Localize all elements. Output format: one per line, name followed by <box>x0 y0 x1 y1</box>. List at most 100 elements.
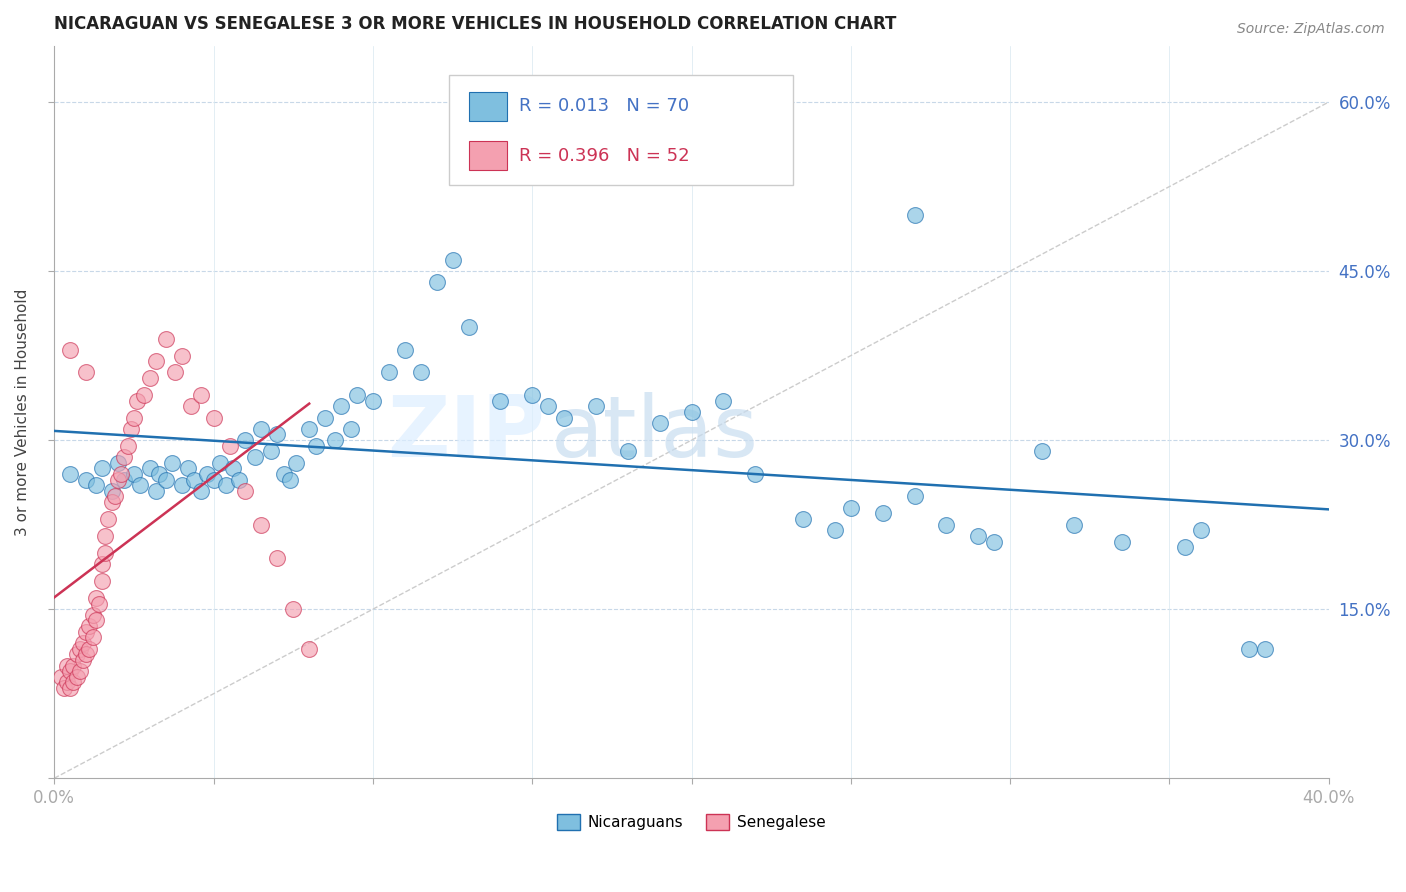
Point <box>170 349 193 363</box>
FancyBboxPatch shape <box>468 141 506 170</box>
Point <box>522 388 544 402</box>
Point <box>75 366 97 380</box>
Point <box>250 422 273 436</box>
Point <box>298 422 321 436</box>
Point <box>585 400 607 414</box>
Point <box>112 450 135 464</box>
Point <box>160 456 183 470</box>
Point <box>1237 641 1260 656</box>
Point <box>87 597 110 611</box>
Point <box>107 456 129 470</box>
FancyBboxPatch shape <box>450 75 793 185</box>
Point <box>155 332 177 346</box>
Point <box>132 388 155 402</box>
Point <box>648 416 671 430</box>
Point <box>129 478 152 492</box>
Point <box>165 366 187 380</box>
Point <box>218 439 240 453</box>
Point <box>190 483 212 498</box>
Point <box>139 371 162 385</box>
Y-axis label: 3 or more Vehicles in Household: 3 or more Vehicles in Household <box>15 288 30 535</box>
Point <box>91 574 114 588</box>
Point <box>79 619 101 633</box>
Point <box>91 557 114 571</box>
Point <box>62 658 84 673</box>
Point <box>72 653 94 667</box>
Point <box>122 410 145 425</box>
Point <box>59 467 82 481</box>
Point <box>304 439 326 453</box>
Point <box>62 675 84 690</box>
Point <box>378 366 401 380</box>
Point <box>202 473 225 487</box>
Point <box>100 483 122 498</box>
Point <box>967 529 990 543</box>
Point <box>489 393 512 408</box>
Point <box>75 647 97 661</box>
Point <box>79 641 101 656</box>
Point <box>139 461 162 475</box>
Text: R = 0.396   N = 52: R = 0.396 N = 52 <box>519 146 690 164</box>
Point <box>330 400 353 414</box>
Point <box>266 551 288 566</box>
Point <box>107 473 129 487</box>
Point <box>298 641 321 656</box>
Point <box>250 517 273 532</box>
Point <box>65 670 87 684</box>
Point <box>361 393 384 408</box>
Point <box>208 456 231 470</box>
Point <box>112 473 135 487</box>
Text: atlas: atlas <box>551 392 759 475</box>
Point <box>228 473 250 487</box>
Point <box>1031 444 1053 458</box>
Point <box>266 427 288 442</box>
Point <box>935 517 957 532</box>
Point <box>744 467 766 481</box>
Point <box>69 664 91 678</box>
Point <box>82 631 104 645</box>
Point <box>283 602 305 616</box>
Point <box>155 473 177 487</box>
Point <box>903 490 925 504</box>
Point <box>394 343 416 357</box>
Point <box>839 500 862 515</box>
Point <box>681 405 703 419</box>
Point <box>222 461 245 475</box>
Point <box>75 473 97 487</box>
Text: NICARAGUAN VS SENEGALESE 3 OR MORE VEHICLES IN HOUSEHOLD CORRELATION CHART: NICARAGUAN VS SENEGALESE 3 OR MORE VEHIC… <box>55 15 897 33</box>
Point <box>617 444 640 458</box>
Point <box>56 658 79 673</box>
Point <box>339 422 361 436</box>
Point <box>84 614 107 628</box>
Point <box>235 433 257 447</box>
Text: Source: ZipAtlas.com: Source: ZipAtlas.com <box>1237 22 1385 37</box>
Point <box>190 388 212 402</box>
Point <box>1111 534 1133 549</box>
Text: R = 0.013   N = 70: R = 0.013 N = 70 <box>519 97 689 115</box>
Point <box>94 529 117 543</box>
Point <box>314 410 336 425</box>
Point <box>824 523 846 537</box>
Point <box>91 461 114 475</box>
Point <box>110 467 132 481</box>
Point <box>792 512 814 526</box>
Point <box>285 456 308 470</box>
Point <box>56 675 79 690</box>
Point <box>1254 641 1277 656</box>
Point <box>180 400 202 414</box>
Point <box>52 681 75 695</box>
Point <box>170 478 193 492</box>
Point <box>537 400 560 414</box>
Point <box>59 664 82 678</box>
Point <box>145 483 167 498</box>
Point <box>84 591 107 605</box>
Point <box>457 320 479 334</box>
Point <box>65 647 87 661</box>
Point <box>235 483 257 498</box>
Point <box>145 354 167 368</box>
Point <box>278 473 301 487</box>
Point <box>202 410 225 425</box>
Point <box>273 467 295 481</box>
Point <box>260 444 283 458</box>
Point <box>122 467 145 481</box>
